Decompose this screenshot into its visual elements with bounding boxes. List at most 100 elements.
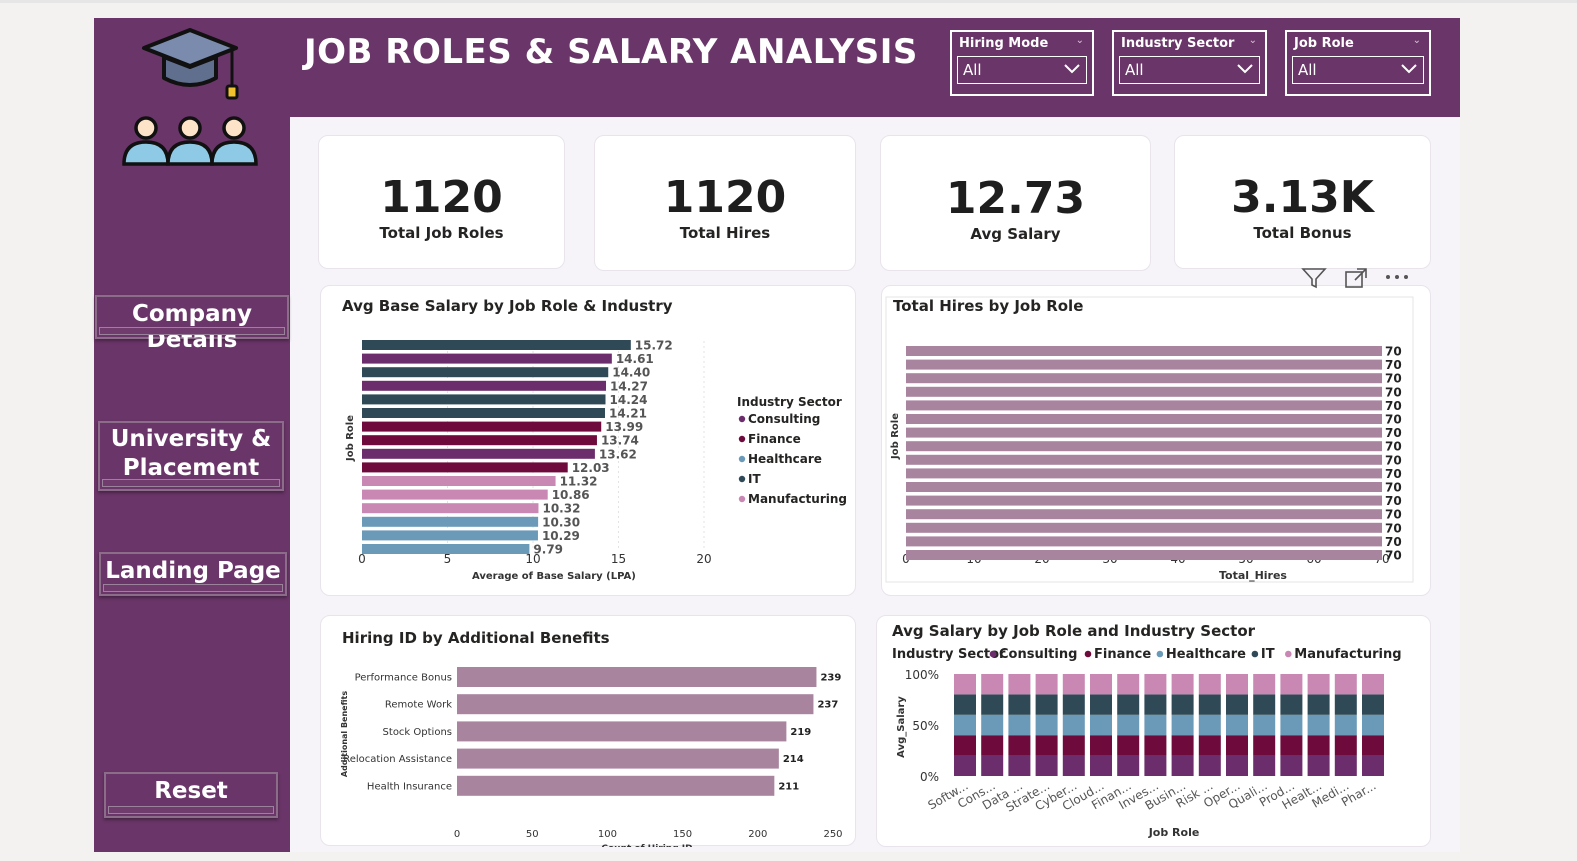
data-label: 14.27 bbox=[610, 379, 648, 393]
legend-entry: IT bbox=[748, 472, 761, 486]
stack-segment bbox=[1307, 755, 1330, 776]
landing-page-underline bbox=[103, 584, 283, 592]
data-label: 70 bbox=[1385, 521, 1402, 535]
x-axis-title: Count of Hiring ID bbox=[601, 844, 692, 847]
stack-segment bbox=[1362, 714, 1384, 736]
bar bbox=[362, 435, 597, 446]
chevron-down-icon[interactable]: ⌄ bbox=[1412, 35, 1421, 46]
window-top-band bbox=[0, 0, 1577, 3]
data-label: 14.40 bbox=[612, 366, 650, 380]
legend-entry: Manufacturing bbox=[1294, 647, 1401, 662]
kpi-card-total-bonus[interactable]: 3.13K Total Bonus bbox=[1174, 135, 1431, 269]
data-label: 15.72 bbox=[635, 339, 673, 353]
x-tick-label: 5 bbox=[444, 552, 452, 566]
chevron-down-icon[interactable]: ⌄ bbox=[1075, 35, 1084, 46]
category-label: Performance Bonus bbox=[355, 673, 452, 684]
bar bbox=[362, 544, 530, 554]
chart-card-avg-salary-sector[interactable]: Avg Salary by Job Role and Industry Sect… bbox=[876, 615, 1431, 847]
bar bbox=[362, 489, 548, 500]
focus-mode-icon[interactable] bbox=[1344, 267, 1368, 289]
data-label: 13.62 bbox=[599, 447, 637, 461]
kpi-label: Total Job Roles bbox=[379, 224, 504, 242]
job-role-dropdown[interactable]: All bbox=[1292, 56, 1424, 84]
legend-marker bbox=[738, 435, 746, 443]
stack-segment bbox=[1334, 735, 1357, 756]
stack-segment bbox=[1362, 735, 1384, 756]
stack-segment bbox=[1008, 674, 1031, 695]
kpi-card-total-job-roles[interactable]: 1120 Total Job Roles bbox=[318, 135, 565, 269]
stack-segment bbox=[1035, 694, 1058, 715]
stack-segment bbox=[981, 755, 1004, 776]
legend-entry: Finance bbox=[1094, 647, 1151, 662]
chart-title: Hiring ID by Additional Benefits bbox=[342, 629, 610, 647]
legend-marker bbox=[738, 455, 746, 463]
legend-title: Industry Sector bbox=[892, 647, 1006, 662]
stack-segment bbox=[1117, 755, 1140, 776]
hiring-mode-value: All bbox=[963, 61, 982, 79]
category-label: Stock Options bbox=[383, 727, 452, 738]
legend-entry: Manufacturing bbox=[748, 492, 847, 506]
stack-segment bbox=[1008, 735, 1031, 756]
total-hires-chart: 0102030405060707070707070707070707070707… bbox=[885, 296, 1414, 583]
data-label: 10.32 bbox=[542, 502, 580, 516]
data-label: 13.74 bbox=[601, 434, 639, 448]
data-label: 70 bbox=[1385, 345, 1402, 359]
kpi-card-total-hires[interactable]: 1120 Total Hires bbox=[594, 135, 856, 271]
chart-card-additional-benefits[interactable]: Hiring ID by Additional Benefits 0 50 100 1… bbox=[320, 615, 856, 847]
stack-segment bbox=[1226, 735, 1248, 756]
data-label: 70 bbox=[1385, 549, 1402, 563]
stack-segment bbox=[1171, 694, 1194, 715]
legend-marker bbox=[1251, 650, 1259, 658]
bar bbox=[362, 503, 539, 514]
stack-segment bbox=[1226, 755, 1248, 776]
hiring-mode-slicer[interactable]: Hiring Mode ⌄ All bbox=[950, 30, 1094, 96]
more-options-icon[interactable] bbox=[1384, 272, 1410, 282]
stack-segment bbox=[1280, 755, 1303, 776]
y-tick-label: 0% bbox=[920, 770, 939, 784]
hiring-mode-dropdown[interactable]: All bbox=[957, 56, 1087, 84]
legend-marker bbox=[738, 475, 746, 483]
reset-underline bbox=[108, 806, 274, 814]
job-role-slicer[interactable]: Job Role ⌄ All bbox=[1285, 30, 1431, 96]
university-placement-button[interactable]: University & Placement bbox=[98, 421, 284, 491]
x-tick-label: 100 bbox=[598, 829, 617, 840]
stack-segment bbox=[981, 735, 1004, 756]
filter-icon[interactable] bbox=[1301, 267, 1327, 289]
stack-segment bbox=[1090, 674, 1112, 695]
company-details-button[interactable]: Company Details bbox=[95, 295, 289, 353]
legend-entry: Healthcare bbox=[1166, 647, 1246, 662]
data-label: 70 bbox=[1385, 440, 1402, 454]
chart-card-avg-base-salary[interactable]: Avg Base Salary by Job Role & Industry 0… bbox=[320, 285, 856, 596]
stack-segment bbox=[981, 694, 1004, 715]
avg-base-salary-chart: 0 5 10 15 2015.7214.6114.4014.2714.2414.2113… bbox=[345, 339, 847, 583]
kpi-value: 3.13K bbox=[1231, 172, 1374, 223]
legend-entry: IT bbox=[1261, 647, 1275, 662]
chart-card-total-hires[interactable]: Total Hires by Job Role 0102030405060707… bbox=[881, 285, 1431, 596]
reset-label: Reset bbox=[154, 778, 228, 804]
bar bbox=[457, 667, 817, 687]
stack-segment bbox=[1035, 735, 1058, 756]
data-label: 70 bbox=[1385, 385, 1402, 399]
stack-segment bbox=[1117, 735, 1140, 756]
x-tick-label: 10 bbox=[525, 552, 540, 566]
industry-sector-dropdown[interactable]: All bbox=[1119, 56, 1260, 84]
x-axis-title: Total_Hires bbox=[1219, 569, 1287, 582]
bar bbox=[362, 462, 568, 473]
landing-page-button[interactable]: Landing Page bbox=[99, 552, 287, 596]
data-label: 70 bbox=[1385, 399, 1402, 413]
stack-segment bbox=[981, 674, 1004, 695]
kpi-card-avg-salary[interactable]: 12.73 Avg Salary bbox=[880, 135, 1151, 271]
data-label: 13.99 bbox=[605, 420, 643, 434]
stack-segment bbox=[1334, 714, 1357, 736]
data-label: 237 bbox=[817, 700, 838, 711]
chevron-down-icon[interactable]: ⌄ bbox=[1248, 35, 1257, 46]
industry-sector-slicer[interactable]: Industry Sector ⌄ All bbox=[1112, 30, 1267, 96]
x-tick-label: 0 bbox=[454, 829, 460, 840]
kpi-label: Total Hires bbox=[679, 224, 771, 242]
reset-button[interactable]: Reset bbox=[104, 772, 278, 818]
stack-segment bbox=[1198, 714, 1221, 736]
bar bbox=[906, 414, 1382, 424]
legend-marker bbox=[738, 415, 746, 423]
legend-marker bbox=[1156, 650, 1164, 658]
y-tick-label: 50% bbox=[912, 719, 939, 733]
